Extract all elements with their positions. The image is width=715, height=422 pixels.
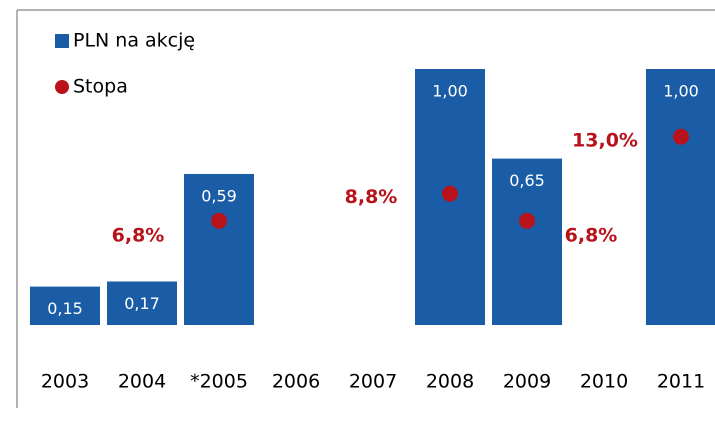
bar-value-label: 1,00 [663, 82, 699, 101]
x-tick-label: *2005 [190, 371, 248, 393]
legend-label: Stopa [73, 76, 128, 98]
rate-dot [211, 212, 227, 229]
rate-value-label: 8,8% [345, 186, 398, 208]
legend-label: PLN na akcję [73, 30, 195, 52]
rate-dot [673, 128, 689, 145]
bar-value-label: 0,17 [124, 294, 160, 313]
x-tick-label: 2010 [580, 371, 628, 393]
legend-marker [55, 80, 69, 94]
bar [492, 158, 562, 325]
bar [184, 173, 254, 325]
rate-dot [442, 185, 458, 202]
bar-value-label: 0,15 [47, 299, 83, 318]
bar [30, 286, 100, 325]
x-tick-label: 2004 [118, 371, 166, 393]
x-tick-label: 2003 [41, 371, 89, 393]
rate-value-label: 13,0% [572, 129, 638, 151]
legend-marker [55, 34, 69, 48]
x-tick-label: 2007 [349, 371, 397, 393]
x-tick-label: 2008 [426, 371, 474, 393]
rate-value-label: 6,8% [112, 224, 165, 246]
x-tick-label: 2009 [503, 371, 551, 393]
bar-value-label: 1,00 [432, 82, 468, 101]
bar [107, 281, 177, 325]
rate-dot [519, 212, 535, 229]
x-tick-label: 2006 [272, 371, 320, 393]
bar [646, 69, 715, 325]
bar-value-label: 0,65 [509, 171, 545, 190]
x-tick-label: 2011 [657, 371, 705, 393]
bar-value-label: 0,59 [201, 186, 237, 205]
rate-value-label: 6,8% [565, 224, 618, 246]
